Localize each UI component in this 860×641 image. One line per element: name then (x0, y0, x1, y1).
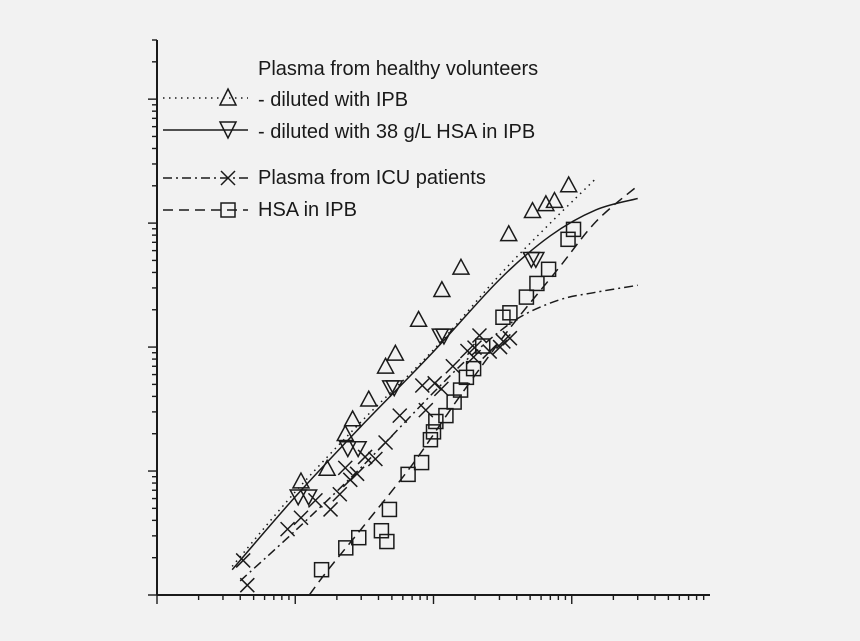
square-point (338, 540, 354, 556)
data-markers (235, 175, 582, 593)
x-point (332, 486, 348, 502)
x-axis-ticks (156, 595, 705, 604)
x-point (323, 501, 339, 517)
triangle-down-point (348, 440, 368, 459)
square-point (465, 360, 482, 377)
legend-item-icu: Plasma from ICU patients (163, 167, 486, 189)
legend-label: Plasma from ICU patients (258, 167, 486, 189)
square-point (474, 338, 491, 354)
legend: Plasma from healthy volunteers - diluted… (163, 58, 538, 221)
x-point (392, 408, 408, 424)
triangle-down-point (526, 251, 546, 269)
triangle-up-point (376, 356, 395, 374)
triangle-up-point (559, 175, 578, 193)
square-point (565, 221, 582, 238)
square-point (502, 305, 518, 321)
fit-curve-dashed (308, 185, 639, 595)
triangle-up-point (409, 309, 428, 328)
x-point (378, 434, 394, 450)
triangle-up-point (291, 471, 311, 489)
triangle-down-point (288, 489, 308, 507)
square-point (529, 275, 545, 292)
triangle-up-point (523, 201, 542, 219)
legend-item-diluted-ipb: - diluted with IPB (163, 87, 408, 111)
square-point (452, 382, 469, 398)
x-point (471, 327, 487, 344)
square-point (540, 261, 557, 278)
square-point (313, 561, 330, 578)
legend-item-hsa: HSA in IPB (163, 199, 357, 221)
square-point (381, 501, 398, 518)
triangle-down-point (338, 440, 358, 459)
x-point (307, 492, 323, 508)
x-point (239, 577, 255, 593)
triangle-up-point (499, 224, 518, 242)
triangle-up-point (336, 424, 355, 442)
x-point (280, 521, 296, 537)
x-point (293, 510, 309, 526)
x-point (502, 330, 518, 346)
x-point (427, 375, 443, 391)
square-point (379, 533, 395, 550)
fit-curve-dotted (231, 177, 597, 567)
triangle-down-point (384, 380, 404, 398)
triangle-up-point (451, 257, 471, 275)
legend-triangle-down-marker (218, 121, 238, 140)
x-point (337, 460, 353, 476)
x-point (357, 449, 373, 465)
triangle-up-point (343, 409, 362, 427)
x-point (433, 381, 449, 397)
x-point (235, 552, 251, 568)
legend-label: - diluted with 38 g/L HSA in IPB (258, 121, 535, 143)
triangle-up-point (386, 343, 405, 361)
fitted-curves (231, 177, 639, 595)
x-point (367, 451, 383, 467)
square-point (373, 522, 390, 539)
square-point (428, 413, 444, 430)
square-point (425, 424, 442, 440)
axes (148, 39, 710, 604)
triangle-up-point (359, 389, 378, 407)
legend-header: Plasma from healthy volunteers (258, 58, 538, 80)
square-point (560, 231, 576, 248)
triangle-up-point (536, 194, 556, 212)
legend-x-marker (220, 170, 236, 186)
legend-square-marker (220, 202, 236, 218)
legend-triangle-up-marker (218, 87, 238, 106)
square-point (413, 454, 430, 471)
y-axis-ticks (148, 39, 157, 596)
square-point (438, 407, 454, 424)
x-point (414, 377, 430, 394)
square-point (518, 289, 535, 305)
x-point (349, 466, 365, 482)
x-point (445, 358, 461, 374)
legend-label: - diluted with IPB (258, 89, 408, 111)
square-point (400, 466, 416, 483)
triangle-up-point (545, 190, 564, 209)
legend-item-diluted-hsa: - diluted with 38 g/L HSA in IPB (163, 121, 535, 143)
triangle-up-point (317, 458, 337, 476)
triangle-down-point (434, 328, 454, 346)
square-point (351, 529, 367, 546)
triangle-up-point (432, 280, 452, 298)
square-point (422, 431, 439, 448)
legend-label: HSA in IPB (258, 199, 357, 221)
